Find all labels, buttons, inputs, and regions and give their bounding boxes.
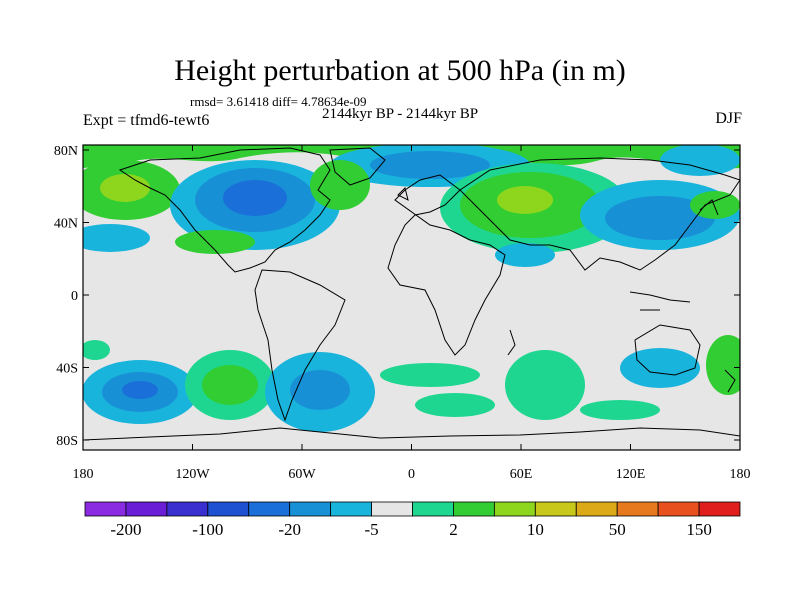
colorbar-swatch xyxy=(248,501,291,517)
colorbar-swatch xyxy=(657,501,700,517)
colorbar-swatch xyxy=(289,501,332,517)
y-tick-label: 40S xyxy=(56,362,78,377)
colorbar-label: -5 xyxy=(364,520,378,539)
colorbar-label: 2 xyxy=(449,520,458,539)
x-tick-label: 180 xyxy=(730,467,751,482)
colorbar-label: -200 xyxy=(110,520,141,539)
y-tick-label: 80S xyxy=(56,434,78,449)
colorbar-swatch xyxy=(453,501,495,517)
x-tick-label: 120W xyxy=(175,467,210,482)
colorbar-swatch xyxy=(125,501,168,517)
colorbar-swatch xyxy=(207,501,250,517)
colorbar-swatch xyxy=(371,501,413,517)
colorbar-swatch xyxy=(412,501,454,517)
experiment-label: Expt = tfmd6-tewt6 xyxy=(83,112,210,129)
colorbar: -200 -100 -20 -5 2 10 50 150 xyxy=(84,501,741,539)
stats-text: rmsd= 3.61418 diff= 4.78634e-09 xyxy=(190,94,367,109)
y-tick-label: 40N xyxy=(54,217,78,232)
x-axis: 180 120W 60W 0 60E 120E 180 xyxy=(73,145,751,482)
period-text: 2144kyr BP - 2144kyr BP xyxy=(322,106,479,122)
map-panel xyxy=(83,145,740,450)
colorbar-label: 50 xyxy=(609,520,626,539)
coastlines xyxy=(83,147,740,441)
map-title: Height perturbation at 500 hPa (in m) xyxy=(174,54,626,87)
colorbar-swatch xyxy=(534,501,577,517)
y-tick-label: 80N xyxy=(54,144,78,159)
colorbar-swatch xyxy=(330,501,372,517)
x-tick-label: 60E xyxy=(510,467,533,482)
colorbar-label: -20 xyxy=(278,520,301,539)
season-label: DJF xyxy=(715,110,742,127)
colorbar-label: 10 xyxy=(527,520,544,539)
y-axis: 80N 40N 0 40S 80S xyxy=(54,144,740,449)
x-tick-label: 60W xyxy=(288,467,316,482)
colorbar-swatch xyxy=(493,501,536,517)
x-tick-label: 180 xyxy=(73,467,94,482)
x-tick-label: 120E xyxy=(616,467,646,482)
colorbar-swatch xyxy=(575,501,618,517)
colorbar-swatch xyxy=(616,501,659,517)
colorbar-label: 150 xyxy=(686,520,712,539)
contour-fills xyxy=(83,145,740,432)
y-tick-label: 0 xyxy=(71,289,78,304)
colorbar-swatch xyxy=(166,501,209,517)
colorbar-swatch xyxy=(84,501,127,517)
colorbar-label: -100 xyxy=(192,520,223,539)
x-tick-label: 0 xyxy=(408,467,415,482)
colorbar-swatch xyxy=(698,501,741,517)
